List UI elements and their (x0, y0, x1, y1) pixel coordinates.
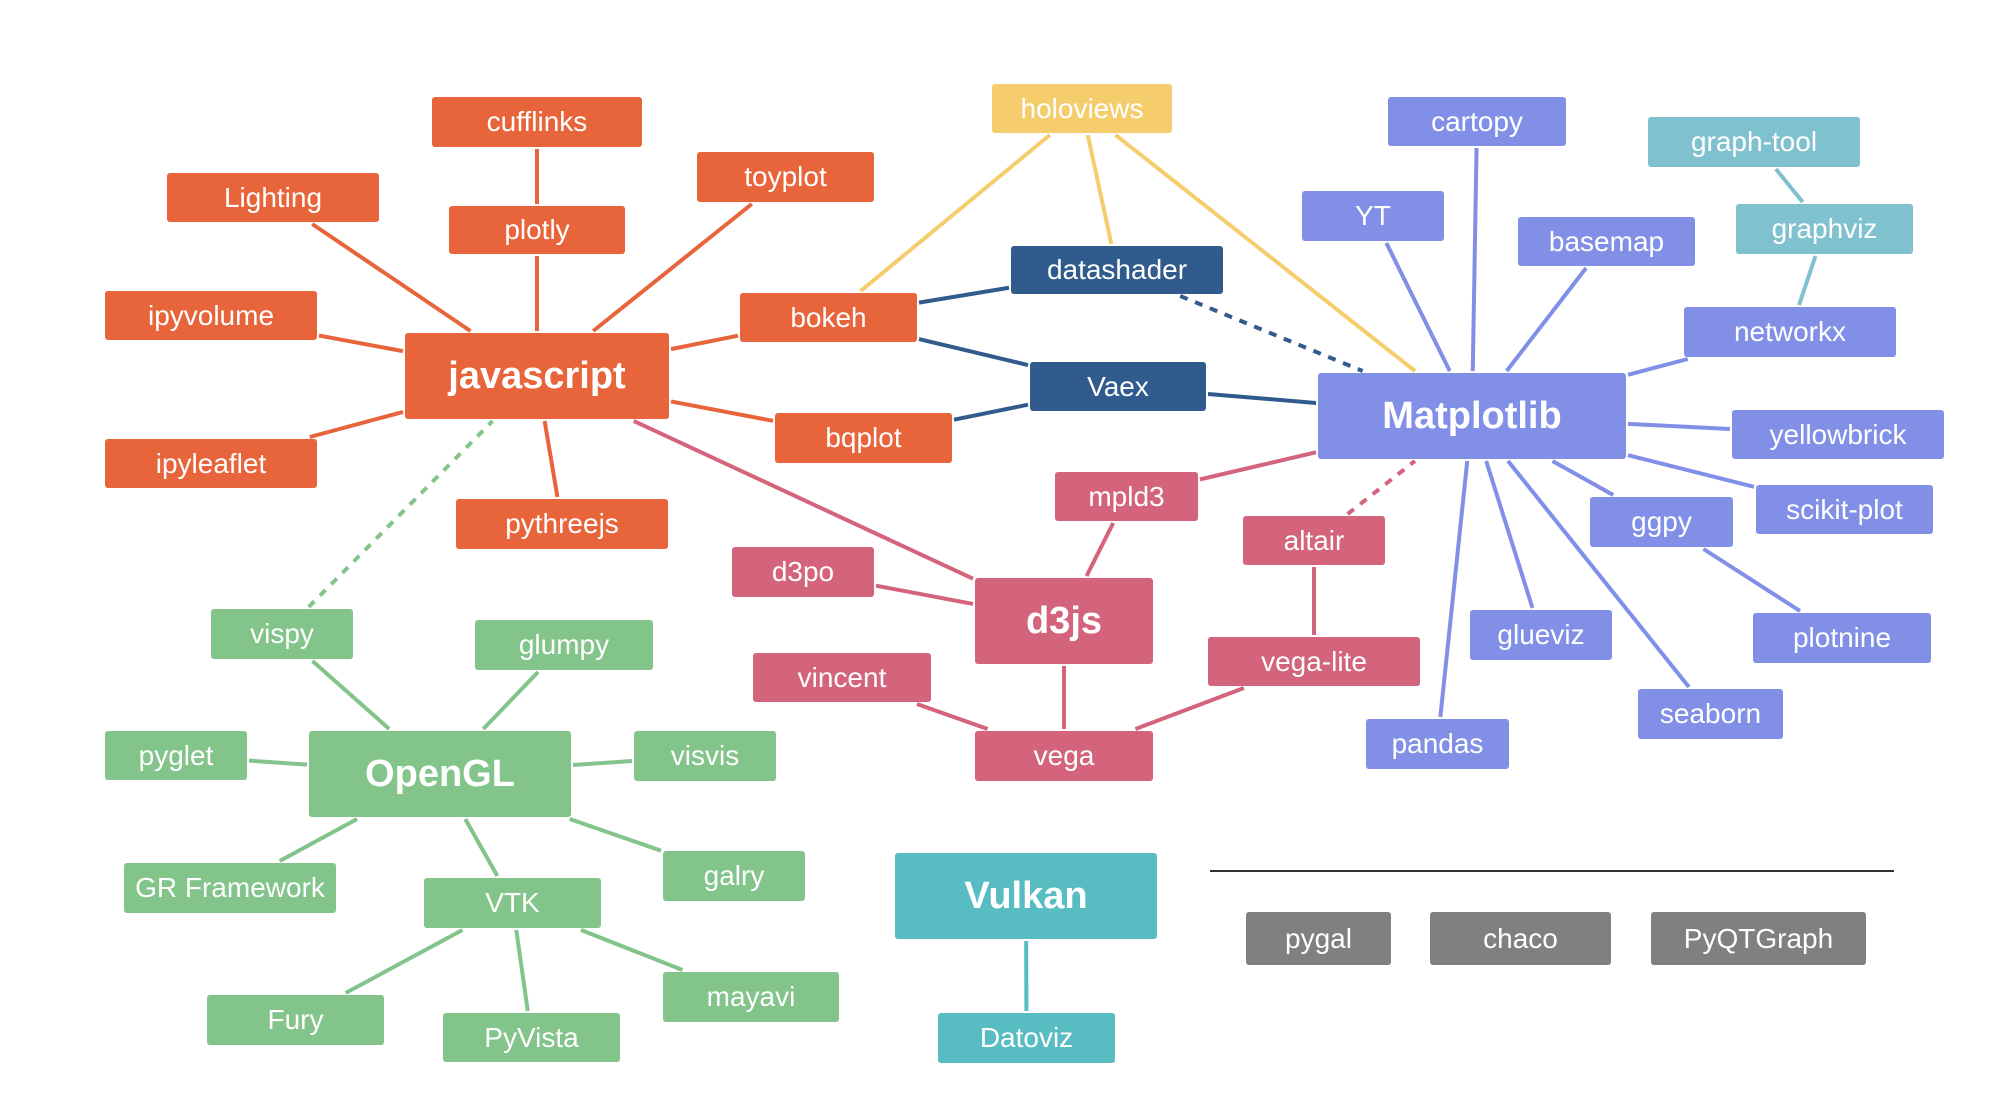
edge-lighting-javascript (311, 222, 472, 333)
edge-cartopy-matplotlib (1470, 147, 1479, 372)
node-plotly: plotly (449, 206, 625, 254)
node-vulkan: Vulkan (895, 853, 1157, 939)
edge-holoviews-matplotlib (1114, 133, 1417, 373)
edge-pyglet-opengl (248, 758, 308, 767)
node-vtk: VTK (424, 878, 601, 928)
edge-datashader-matplotlib (1179, 294, 1364, 373)
node-pygal: pygal (1246, 912, 1391, 965)
edge-vegalite-vega (1134, 686, 1245, 731)
edge-glumpy-opengl (481, 670, 540, 731)
node-bokeh: bokeh (740, 293, 917, 342)
node-toyplot: toyplot (697, 152, 874, 202)
node-galry: galry (663, 851, 805, 901)
edge-bokeh-javascript (670, 333, 739, 352)
node-mpld3: mpld3 (1055, 472, 1198, 521)
edge-holoviews-bokeh (859, 133, 1052, 293)
edge-ggpy-matplotlib (1551, 459, 1615, 497)
node-graphtool: graph-tool (1648, 117, 1860, 167)
node-bqplot: bqplot (775, 413, 952, 463)
node-vega: vega (975, 731, 1153, 781)
node-glueviz: glueviz (1470, 610, 1612, 660)
edge-pandas-matplotlib (1438, 460, 1470, 718)
node-opengl: OpenGL (309, 731, 571, 817)
edge-fury-vtk (344, 928, 464, 995)
node-datashader: datashader (1011, 246, 1223, 294)
edge-ipyleaflet-javascript (309, 410, 404, 439)
edge-seaborn-matplotlib (1506, 459, 1691, 689)
edge-vispy-javascript (307, 419, 494, 609)
edge-visvis-opengl (572, 758, 633, 767)
node-cufflinks: cufflinks (432, 97, 642, 147)
node-plotnine: plotnine (1753, 613, 1931, 663)
edge-pythreejs-javascript (542, 420, 560, 498)
node-d3po: d3po (732, 547, 874, 597)
node-lighting: Lighting (167, 173, 379, 222)
node-vincent: vincent (753, 653, 931, 702)
edge-networkx-matplotlib (1627, 357, 1689, 377)
node-graphviz: graphviz (1736, 204, 1913, 254)
node-d3js: d3js (975, 578, 1153, 664)
edge-yt-matplotlib (1384, 242, 1452, 372)
edge-d3po-d3js (875, 583, 974, 606)
edge-toyplot-javascript (591, 202, 754, 333)
edge-mpld3-d3js (1084, 522, 1115, 577)
edge-scikitplot-matplotlib (1627, 453, 1755, 489)
node-matplotlib: Matplotlib (1318, 373, 1626, 459)
node-pythreejs: pythreejs (456, 499, 668, 549)
edge-graphtool-graphviz (1774, 167, 1805, 204)
node-pyglet: pyglet (105, 731, 247, 780)
node-grframework: GR Framework (124, 863, 336, 913)
node-networkx: networkx (1684, 307, 1896, 357)
edge-vaex-bokeh (918, 337, 1029, 367)
edge-yellowbrick-matplotlib (1627, 421, 1731, 432)
node-chaco: chaco (1430, 912, 1611, 965)
node-ipyleaflet: ipyleaflet (105, 439, 317, 488)
edge-grframework-opengl (278, 817, 359, 863)
edge-galry-opengl (569, 817, 662, 853)
node-basemap: basemap (1518, 217, 1695, 266)
edge-vispy-opengl (311, 659, 391, 731)
edge-glueviz-matplotlib (1484, 460, 1535, 609)
node-visvis: visvis (634, 731, 776, 781)
edge-vincent-vega (916, 702, 989, 731)
node-pandas: pandas (1366, 719, 1509, 769)
node-vegalite: vega-lite (1208, 637, 1420, 686)
node-vispy: vispy (211, 609, 353, 659)
edge-vtk-opengl (463, 818, 500, 877)
edge-basemap-matplotlib (1505, 266, 1588, 373)
node-mayavi: mayavi (663, 972, 839, 1022)
edge-ipyvolume-javascript (318, 333, 404, 354)
node-javascript: javascript (405, 333, 669, 419)
edge-vaex-bqplot (953, 402, 1029, 422)
node-fury: Fury (207, 995, 384, 1045)
node-yellowbrick: yellowbrick (1732, 410, 1944, 459)
divider-line (1210, 870, 1894, 872)
node-holoviews: holoviews (992, 84, 1172, 133)
node-seaborn: seaborn (1638, 689, 1783, 739)
node-ggpy: ggpy (1590, 497, 1733, 547)
edge-mpld3-matplotlib (1199, 450, 1317, 482)
edge-holoviews-datashader (1085, 134, 1114, 245)
edge-datashader-bokeh (918, 285, 1010, 305)
node-pyvista: PyVista (443, 1013, 620, 1062)
node-vaex: Vaex (1030, 362, 1206, 411)
node-cartopy: cartopy (1388, 97, 1566, 146)
edge-javascript-d3js (632, 419, 974, 581)
edge-mayavi-vtk (580, 928, 684, 972)
node-datoviz: Datoviz (938, 1013, 1115, 1063)
node-yt: YT (1302, 191, 1444, 241)
edge-bqplot-javascript (670, 399, 774, 423)
edge-graphviz-networkx (1797, 255, 1818, 306)
node-altair: altair (1243, 516, 1385, 565)
node-ipyvolume: ipyvolume (105, 291, 317, 340)
edge-pyvista-vtk (514, 929, 530, 1012)
node-pyqtgraph: PyQTGraph (1651, 912, 1866, 965)
edge-plotnine-ggpy (1702, 547, 1802, 613)
node-glumpy: glumpy (475, 620, 653, 670)
node-scikitplot: scikit-plot (1756, 485, 1933, 534)
edge-altair-matplotlib (1346, 459, 1417, 516)
edge-vaex-matplotlib (1207, 392, 1317, 405)
